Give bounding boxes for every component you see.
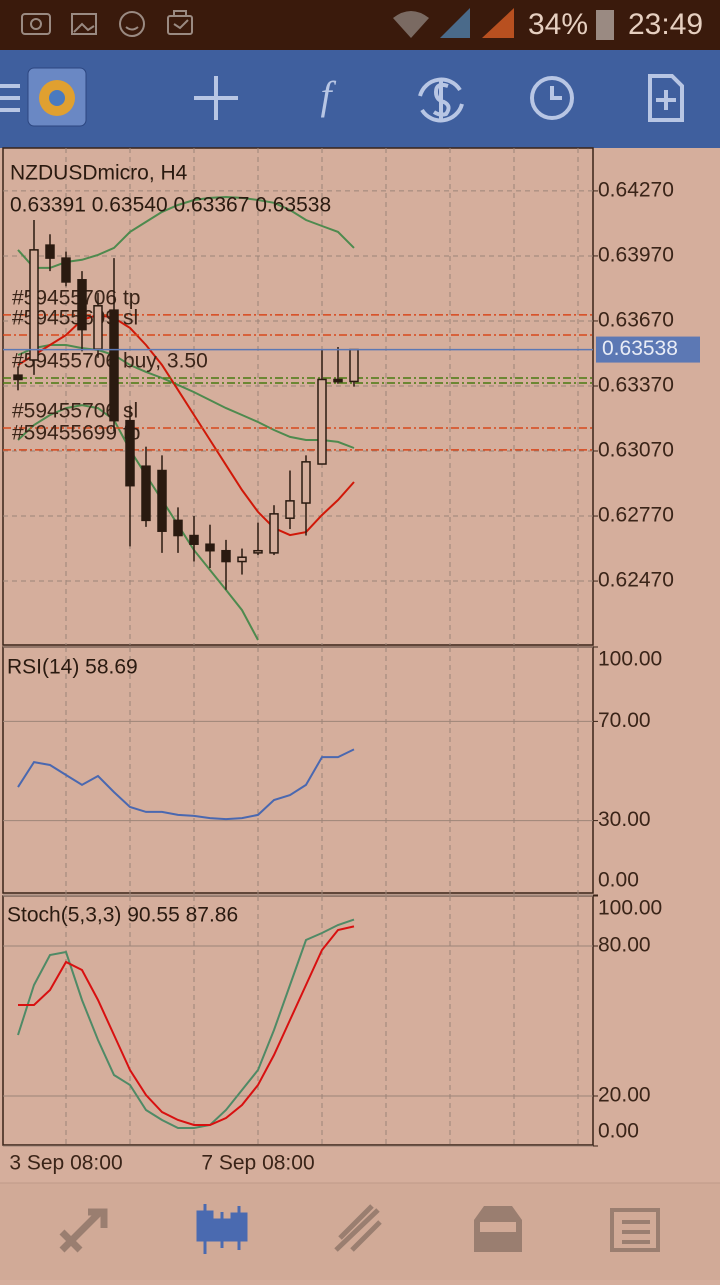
stoch-title: Stoch(5,3,3) 90.55 87.86 <box>7 904 238 927</box>
candle-body <box>349 348 359 383</box>
indicator-line <box>17 918 355 1129</box>
candle-body <box>45 244 55 259</box>
bottom-nav <box>0 1183 720 1280</box>
candle-body <box>253 549 263 554</box>
y-tick-label: 0.62770 <box>598 504 674 527</box>
plots: 0.64270 0.63970 0.63670 0.63370 0.63070 0.627… <box>3 178 700 1175</box>
new-order-button[interactable] <box>648 74 684 122</box>
candle-body <box>125 419 135 487</box>
clock: 23:49 <box>628 8 703 41</box>
candle-body <box>301 461 311 504</box>
candle-body <box>333 378 343 383</box>
candle-body <box>317 378 327 465</box>
indicator-line <box>18 925 355 1126</box>
y-tick-label: 0.62470 <box>598 569 674 592</box>
toolbar <box>0 50 720 148</box>
candle-body <box>13 374 23 381</box>
candle-body <box>221 549 231 563</box>
order-label: #59455699 sl <box>12 307 138 330</box>
indicator-line <box>17 195 355 269</box>
y-tick-label: 0.64270 <box>598 178 674 201</box>
candle-body <box>173 519 183 537</box>
y-tick-label: 20.00 <box>598 1084 651 1107</box>
y-tick-label: 70.00 <box>598 709 651 732</box>
chart-tab[interactable] <box>196 1204 248 1254</box>
timeframe-button[interactable] <box>530 76 574 120</box>
candle-body <box>269 513 279 554</box>
chart-title: NZDUSDmicro, H4 <box>10 162 188 185</box>
rsi-title: RSI(14) 58.69 <box>7 656 138 679</box>
candle-body <box>285 500 295 519</box>
candle-body <box>29 249 39 361</box>
candle-body <box>157 469 167 532</box>
y-tick-label: 0.00 <box>598 1120 639 1143</box>
order-label: #59455706 sl <box>12 400 138 423</box>
ohlc-values: 0.63391 0.63540 0.63367 0.63538 <box>10 194 331 217</box>
y-tick-label: 0.63370 <box>598 374 674 397</box>
candle-body <box>109 309 119 422</box>
news-tab[interactable] <box>610 1208 660 1252</box>
trade-tab[interactable] <box>334 1204 382 1252</box>
trade-button[interactable] <box>418 77 464 123</box>
crosshair-button[interactable] <box>194 76 238 120</box>
y-tick-label: 100.00 <box>598 897 662 920</box>
y-tick-label: 80.00 <box>598 934 651 957</box>
candle-body <box>189 534 199 545</box>
y-tick-label: 0.00 <box>598 869 639 892</box>
battery-level: 34% <box>528 8 588 41</box>
candle-body <box>237 556 247 563</box>
candle-body <box>77 279 87 331</box>
y-tick-label: 30.00 <box>598 808 651 831</box>
candle-body <box>61 257 71 283</box>
app-logo[interactable] <box>27 67 87 127</box>
candle-body <box>93 305 103 350</box>
candle-body <box>141 465 151 522</box>
current-price-label: 0.63538 <box>602 337 678 360</box>
menu-button[interactable] <box>0 84 20 112</box>
y-tick-label: 100.00 <box>598 648 662 671</box>
y-tick-label: 0.63070 <box>598 439 674 462</box>
history-tab[interactable] <box>474 1206 522 1252</box>
y-tick-label: 0.63670 <box>598 309 674 332</box>
status-icons <box>21 10 193 37</box>
indicator-line <box>17 344 355 449</box>
x-tick-label: 3 Sep 08:00 <box>9 1152 122 1175</box>
candle-body <box>205 543 215 552</box>
order-label: #59455706 tp <box>12 286 140 309</box>
indicator-line <box>17 404 259 641</box>
quotes-tab[interactable] <box>59 1208 108 1253</box>
indicator-line <box>17 748 355 821</box>
x-tick-label: 7 Sep 08:00 <box>201 1152 314 1175</box>
order-label: #59455699 tp <box>12 421 140 444</box>
y-tick-label: 0.63970 <box>598 243 674 266</box>
signal-icons <box>393 8 614 40</box>
indicator-line <box>17 313 355 537</box>
current-price-box <box>596 336 700 363</box>
